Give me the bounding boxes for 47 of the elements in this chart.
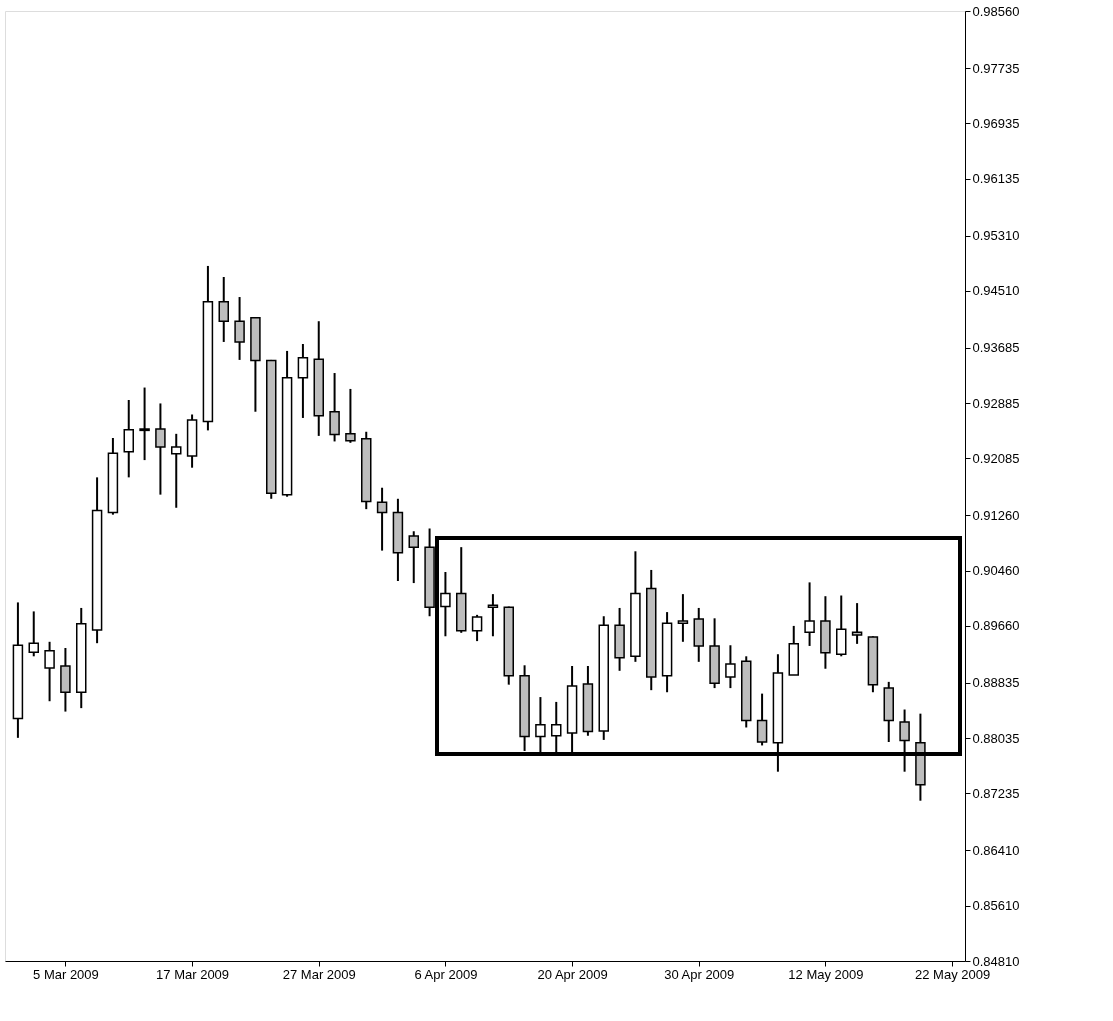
candlestick xyxy=(756,692,768,747)
y-tick-label: 0.88835 xyxy=(972,675,1020,691)
y-tick-label: 0.89660 xyxy=(972,618,1020,634)
candlestick xyxy=(218,276,229,343)
x-tick-label: 12 May 2009 xyxy=(788,966,864,982)
candlestick xyxy=(804,581,815,647)
candlestick xyxy=(234,296,245,361)
y-tick-label: 0.90460 xyxy=(972,563,1020,579)
candlestick xyxy=(440,571,451,638)
candlestick xyxy=(171,432,182,509)
candlestick xyxy=(155,402,166,496)
candlestick xyxy=(408,530,419,585)
candlestick xyxy=(44,640,55,703)
candlestick xyxy=(487,593,499,638)
x-tick-label: 20 Apr 2009 xyxy=(537,966,608,982)
candlestick xyxy=(139,386,150,462)
candlestick xyxy=(297,343,309,419)
y-tick-label: 0.86410 xyxy=(972,842,1020,858)
y-tick-label: 0.95310 xyxy=(972,228,1020,244)
y-tick-label: 0.85610 xyxy=(972,898,1020,914)
y-tick-label: 0.96935 xyxy=(972,115,1020,131)
candlestick xyxy=(677,593,689,643)
candlestick xyxy=(28,610,39,658)
y-tick-label: 0.92085 xyxy=(972,450,1020,466)
y-tick-label: 0.98560 xyxy=(972,3,1020,19)
y-tick-label: 0.84810 xyxy=(972,953,1020,969)
x-tick-label: 5 Mar 2009 xyxy=(33,966,99,982)
x-tick-label: 6 Apr 2009 xyxy=(414,966,478,982)
x-tick-label: 22 May 2009 xyxy=(915,966,991,982)
candlestick xyxy=(376,486,388,552)
y-tick-label: 0.97735 xyxy=(972,60,1020,76)
x-tick-label: 27 Mar 2009 xyxy=(282,966,356,982)
candlestick xyxy=(471,613,483,643)
y-tick-label: 0.91260 xyxy=(972,507,1020,523)
candlestick xyxy=(329,372,340,443)
y-tick-label: 0.88035 xyxy=(972,730,1020,746)
x-tick-label: 30 Apr 2009 xyxy=(664,966,735,982)
y-tick-label: 0.94510 xyxy=(972,283,1020,299)
y-tick-label: 0.96135 xyxy=(972,171,1020,187)
x-tick-label: 17 Mar 2009 xyxy=(156,966,230,982)
candlestick xyxy=(725,644,736,690)
candlestick xyxy=(345,387,356,444)
y-tick-label: 0.93685 xyxy=(972,340,1020,356)
candlestick xyxy=(123,398,134,479)
y-tick-label: 0.87235 xyxy=(972,785,1020,801)
candlestick xyxy=(851,602,863,645)
y-tick-label: 0.92885 xyxy=(972,395,1020,411)
